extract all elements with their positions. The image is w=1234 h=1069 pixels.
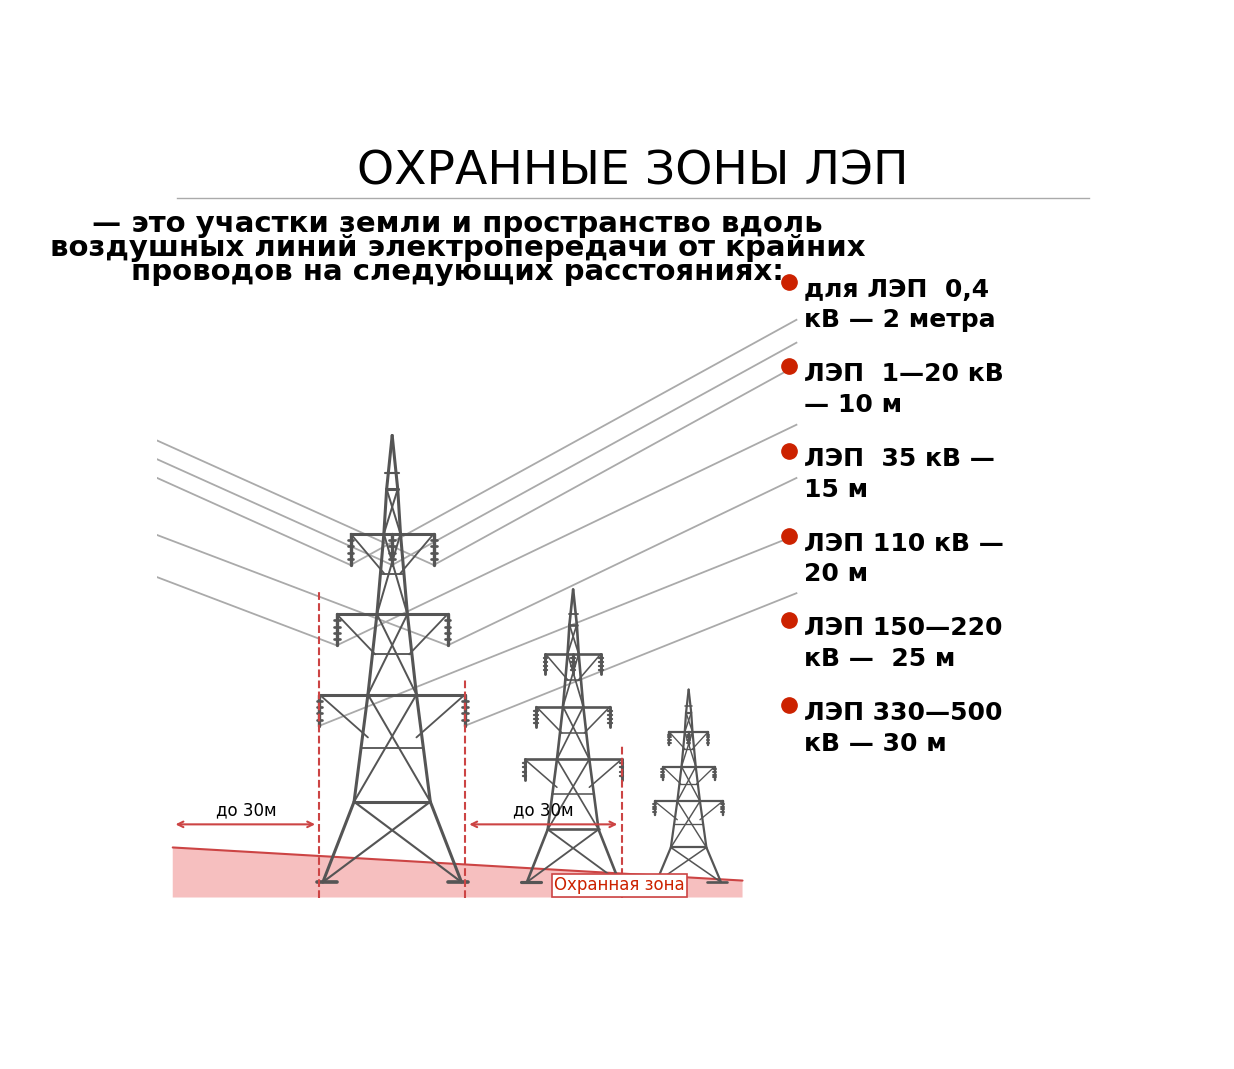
Text: проводов на следующих расстояниях:: проводов на следующих расстояниях: [131, 258, 784, 285]
Text: ЛЭП  35 кВ —
15 м: ЛЭП 35 кВ — 15 м [805, 447, 995, 501]
Text: ЛЭП  1—20 кВ
— 10 м: ЛЭП 1—20 кВ — 10 м [805, 362, 1004, 417]
Text: ЛЭП 110 кВ —
20 м: ЛЭП 110 кВ — 20 м [805, 531, 1004, 587]
Polygon shape [173, 848, 743, 898]
Text: воздушных линий электропередачи от крайних: воздушных линий электропередачи от крайн… [49, 234, 865, 262]
Text: ЛЭП 150—220
кВ —  25 м: ЛЭП 150—220 кВ — 25 м [805, 617, 1003, 671]
Text: ОХРАННЫЕ ЗОНЫ ЛЭП: ОХРАННЫЕ ЗОНЫ ЛЭП [357, 149, 908, 195]
Text: до 30м: до 30м [513, 802, 574, 820]
Text: до 30м: до 30м [216, 802, 276, 820]
Text: Охранная зона: Охранная зона [554, 877, 685, 895]
Text: ЛЭП 330—500
кВ — 30 м: ЛЭП 330—500 кВ — 30 м [805, 701, 1003, 756]
Text: для ЛЭП  0,4
кВ — 2 метра: для ЛЭП 0,4 кВ — 2 метра [805, 278, 996, 332]
Text: — это участки земли и пространство вдоль: — это участки земли и пространство вдоль [93, 210, 823, 238]
